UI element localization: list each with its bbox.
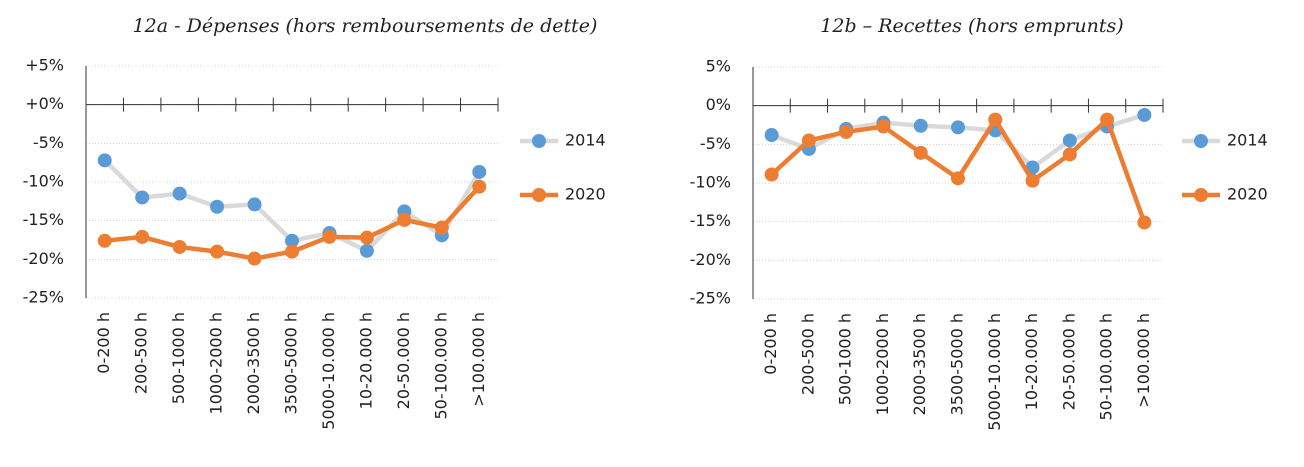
y-tick-label: -5% bbox=[700, 134, 731, 153]
marker bbox=[472, 164, 487, 179]
marker bbox=[913, 145, 928, 160]
marker bbox=[359, 230, 374, 245]
legend-label: 2014 bbox=[565, 131, 606, 150]
y-tick-label: 5% bbox=[706, 57, 731, 76]
x-tick-label: 200-500 h bbox=[132, 312, 151, 394]
y-tick-label: -25% bbox=[23, 288, 64, 307]
x-tick-label: 5000-10.000 h bbox=[319, 312, 338, 430]
y-tick-label: -15% bbox=[690, 211, 731, 230]
legend-marker bbox=[1194, 134, 1208, 148]
marker bbox=[434, 220, 449, 235]
y-tick-label: -20% bbox=[690, 250, 731, 269]
marker bbox=[913, 118, 928, 133]
series-line bbox=[770, 117, 1147, 224]
x-tick-label: 0-200 h bbox=[94, 312, 113, 374]
marker bbox=[285, 233, 299, 248]
x-tick-label: 0-200 h bbox=[761, 313, 780, 375]
x-tick-label: 200-500 h bbox=[798, 313, 817, 395]
marker bbox=[135, 190, 150, 205]
chart-title: 12a - Dépenses (hors remboursements de d… bbox=[133, 15, 598, 37]
x-tick-label: 50-100.000 h bbox=[431, 312, 450, 420]
legend-marker bbox=[532, 188, 546, 202]
marker bbox=[247, 251, 262, 266]
marker bbox=[988, 112, 1003, 127]
marker bbox=[1137, 107, 1152, 122]
marker bbox=[1062, 147, 1077, 162]
marker bbox=[951, 120, 965, 135]
marker bbox=[1137, 215, 1152, 230]
marker bbox=[97, 153, 112, 168]
marker bbox=[801, 133, 816, 148]
y-tick-label: -5% bbox=[33, 133, 64, 152]
x-tick-label: 3500-5000 h bbox=[948, 313, 967, 415]
marker bbox=[97, 233, 112, 248]
y-tick-label: 0% bbox=[706, 95, 731, 114]
x-tick-label: 1000-2000 h bbox=[873, 313, 892, 415]
x-tick-label: 500-1000 h bbox=[169, 312, 188, 404]
y-tick-label: -10% bbox=[690, 173, 731, 192]
x-tick-label: 3500-5000 h bbox=[282, 312, 301, 414]
legend-marker bbox=[532, 134, 546, 148]
x-tick-label: >100.000 h bbox=[1134, 313, 1153, 408]
x-tick-label: >100.000 h bbox=[469, 312, 488, 407]
marker bbox=[764, 128, 779, 143]
x-tick-label: 500-1000 h bbox=[836, 313, 855, 405]
y-tick-label: -20% bbox=[23, 249, 64, 268]
y-tick-label: +5% bbox=[25, 56, 64, 75]
marker bbox=[397, 212, 412, 227]
marker bbox=[764, 167, 779, 182]
marker bbox=[876, 119, 891, 134]
x-tick-label: 20-50.000 h bbox=[1059, 313, 1078, 410]
marker bbox=[322, 229, 337, 244]
y-tick-label: +0% bbox=[25, 94, 64, 113]
x-tick-label: 50-100.000 h bbox=[1097, 313, 1116, 421]
marker bbox=[359, 243, 374, 258]
x-tick-label: 5000-10.000 h bbox=[985, 313, 1004, 431]
marker bbox=[472, 179, 487, 194]
x-tick-label: 1000-2000 h bbox=[207, 312, 226, 414]
marker bbox=[210, 244, 225, 259]
marker bbox=[135, 229, 150, 244]
legend-label: 2020 bbox=[1227, 185, 1268, 204]
y-tick-label: -15% bbox=[23, 210, 64, 229]
marker bbox=[285, 244, 299, 259]
x-tick-label: 20-50.000 h bbox=[394, 312, 413, 409]
x-tick-label: 2000-3500 h bbox=[244, 312, 263, 414]
legend-marker bbox=[1194, 188, 1208, 202]
x-tick-label: 10-20.000 h bbox=[356, 312, 375, 409]
chart-title: 12b – Recettes (hors emprunts) bbox=[820, 15, 1123, 37]
marker bbox=[839, 124, 854, 139]
x-tick-label: 2000-3500 h bbox=[910, 313, 929, 415]
legend-label: 2014 bbox=[1227, 131, 1268, 150]
marker bbox=[247, 197, 262, 212]
marker bbox=[1025, 173, 1040, 188]
x-tick-label: 10-20.000 h bbox=[1022, 313, 1041, 410]
marker bbox=[1062, 133, 1077, 148]
marker bbox=[172, 239, 187, 254]
marker bbox=[951, 171, 965, 186]
marker bbox=[1100, 112, 1115, 127]
legend-label: 2020 bbox=[565, 185, 606, 204]
marker bbox=[210, 199, 225, 214]
y-tick-label: -10% bbox=[23, 172, 64, 191]
y-tick-label: -25% bbox=[690, 289, 731, 308]
marker bbox=[172, 186, 187, 201]
